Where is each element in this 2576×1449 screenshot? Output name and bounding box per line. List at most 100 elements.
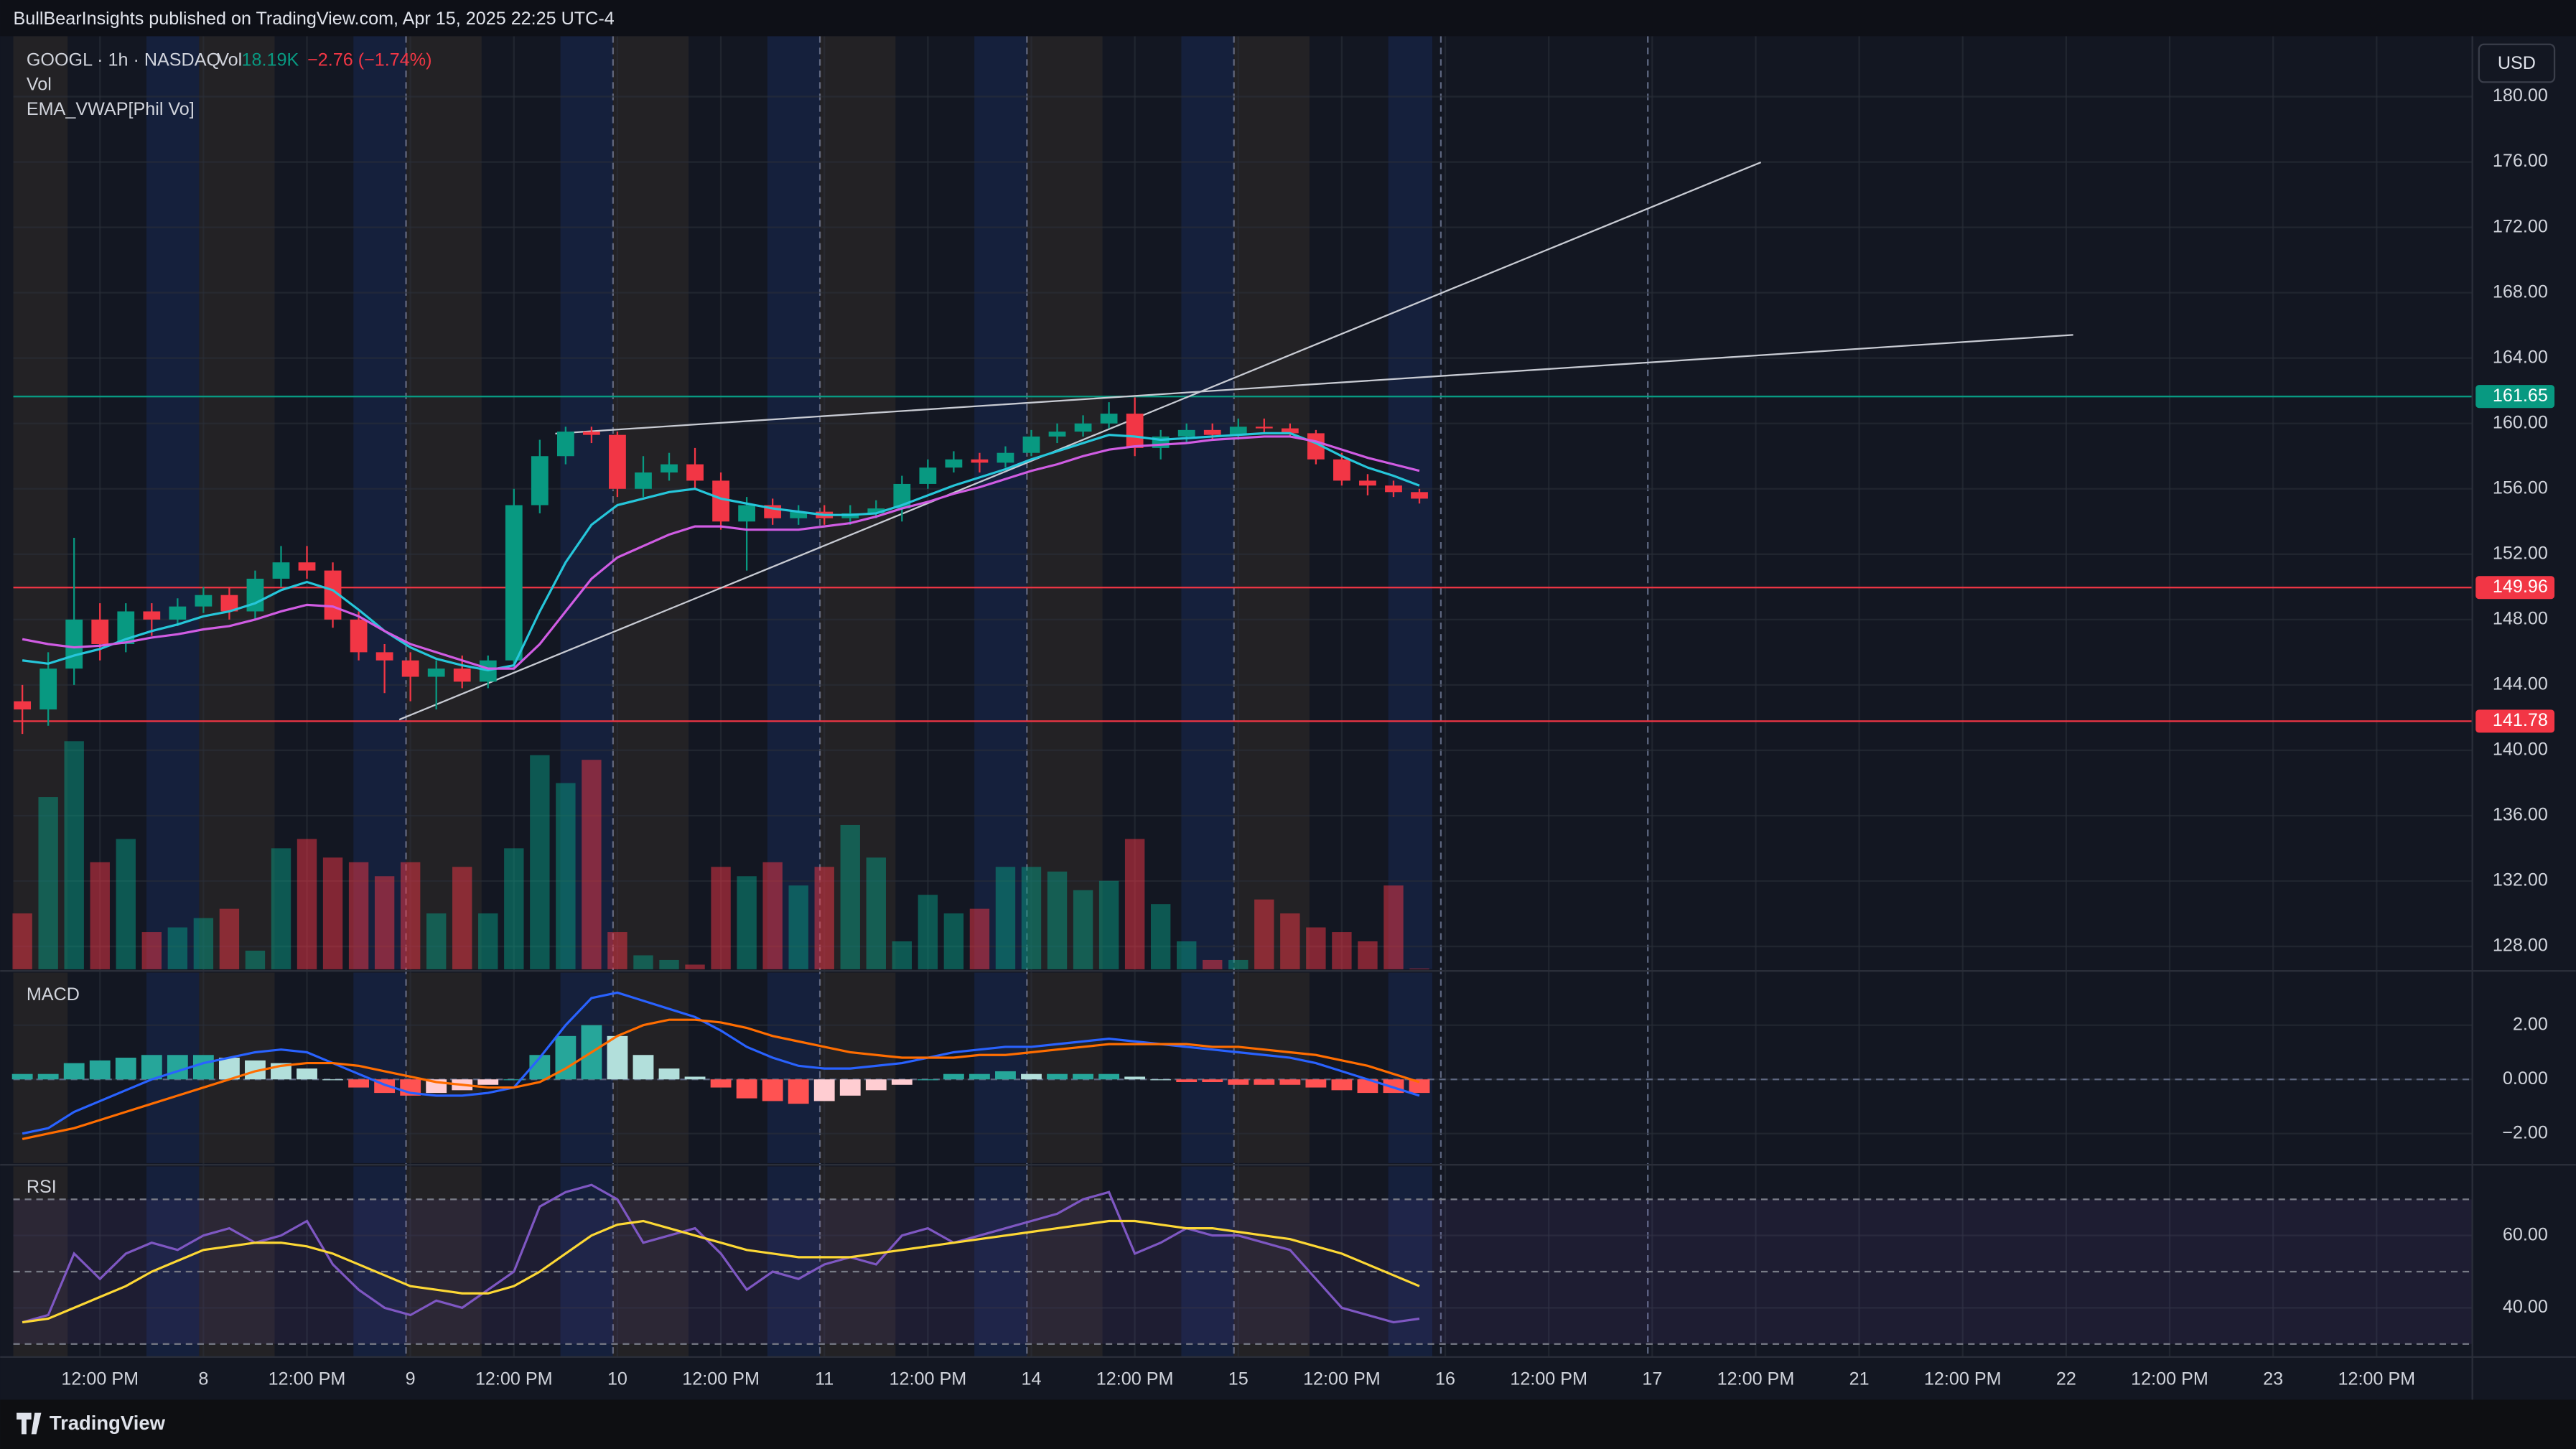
postmarket-shade — [1388, 972, 1433, 1163]
candle-body — [1411, 492, 1428, 499]
x-tick-label: 17 — [1642, 1369, 1662, 1389]
y-tick-label: 168.00 — [2493, 281, 2548, 302]
candle-body — [1385, 485, 1402, 493]
x-tick-label: 12:00 PM — [269, 1369, 346, 1389]
candle-body — [91, 619, 109, 644]
y-tick-label: 156.00 — [2493, 477, 2548, 498]
x-tick-label: 23 — [2263, 1369, 2283, 1389]
volume-bar — [918, 895, 938, 969]
currency-button[interactable] — [2478, 43, 2556, 83]
y-tick-label: 60.00 — [2503, 1224, 2548, 1244]
premarket-shade — [1233, 36, 1310, 969]
postmarket-shade — [767, 1166, 821, 1357]
indicator-line — [22, 1219, 1420, 1324]
candle-body — [1229, 427, 1247, 435]
histogram-bar — [788, 1079, 809, 1104]
histogram-bar — [1331, 1079, 1353, 1091]
footer — [0, 1399, 2576, 1449]
x-tick-label: 12:00 PM — [682, 1369, 760, 1389]
x-tick-label: 12:00 PM — [1717, 1369, 1795, 1389]
volume-bar — [426, 913, 447, 969]
candle-body — [893, 483, 911, 509]
trendline — [398, 161, 1762, 721]
y-tick-label: 144.00 — [2493, 674, 2548, 694]
volume-bar — [12, 913, 32, 969]
volume-bar — [1098, 880, 1119, 969]
histogram-bar — [995, 1071, 1016, 1080]
histogram-bar — [839, 1079, 861, 1096]
candle-body — [246, 578, 264, 612]
candle-body — [1022, 436, 1040, 453]
volume-bar — [995, 867, 1016, 969]
candle-body — [195, 595, 213, 607]
marks — [11, 161, 2473, 1345]
candle-body — [1359, 480, 1376, 486]
volume-bar — [1228, 959, 1249, 969]
x-tick-label: 16 — [1435, 1369, 1455, 1389]
candle-body — [39, 668, 57, 710]
volume-bar — [116, 839, 136, 969]
histogram-bar — [1305, 1079, 1327, 1088]
x-tick-label: 12:00 PM — [61, 1369, 139, 1389]
histogram-bar — [1150, 1079, 1172, 1081]
histogram-bar — [11, 1073, 33, 1080]
postmarket-shade — [353, 36, 406, 969]
level-label: 161.65 — [2493, 386, 2548, 406]
volume-bar — [866, 857, 886, 969]
y-tick-label: 148.00 — [2493, 608, 2548, 628]
y-tick-label: 172.00 — [2493, 216, 2548, 236]
volume-bar — [64, 741, 84, 969]
candle-body — [661, 464, 678, 473]
trendline — [555, 334, 2073, 434]
postmarket-shade — [974, 36, 1027, 969]
x-tick-label: 8 — [198, 1369, 208, 1389]
candle-body — [505, 505, 523, 661]
volume-bar — [322, 857, 343, 969]
candle-body — [1126, 414, 1144, 448]
volume-bar — [90, 862, 110, 969]
histogram-bar — [1124, 1076, 1146, 1080]
postmarket-shade — [1388, 36, 1433, 969]
candle-body — [350, 619, 368, 653]
postmarket-shade — [1181, 36, 1234, 969]
histogram-bar — [1254, 1079, 1275, 1085]
indicator-line — [22, 991, 1420, 1135]
candle-body — [453, 668, 471, 682]
x-tick-label: 12:00 PM — [890, 1369, 967, 1389]
histogram-bar — [1228, 1079, 1249, 1085]
candle-body — [635, 472, 652, 489]
volume-bar — [840, 824, 860, 969]
volume-bar — [348, 862, 369, 969]
histogram-bar — [1021, 1073, 1042, 1080]
histogram-bar — [503, 1079, 525, 1081]
histogram-bar — [1279, 1079, 1301, 1085]
postmarket-shade — [1181, 972, 1234, 1163]
y-tick-label: 176.00 — [2493, 151, 2548, 171]
y-tick-label: 164.00 — [2493, 347, 2548, 367]
postmarket-shade — [353, 1166, 406, 1357]
indicator-line — [22, 432, 1420, 672]
level-label: 141.78 — [2493, 710, 2548, 730]
premarket-shade — [406, 36, 482, 969]
histogram-bar — [917, 1079, 938, 1081]
volume-bar — [504, 848, 524, 969]
histogram-bar — [219, 1058, 240, 1080]
volume-bar — [607, 932, 627, 969]
candle-body — [1048, 432, 1066, 437]
volume-bar — [685, 964, 705, 969]
volume-bar — [814, 867, 834, 969]
volume-bar — [737, 876, 757, 969]
candle-body — [583, 432, 600, 435]
volume-bar — [452, 867, 472, 969]
candle-body — [712, 480, 729, 522]
histogram-bar — [865, 1079, 887, 1091]
candle-body — [1255, 427, 1273, 429]
volume-bar — [1203, 959, 1223, 969]
histogram-bar — [891, 1079, 913, 1085]
indicator-label: EMA_VWAP[Phil Vo] — [27, 99, 195, 119]
indicator-label: Vol — [27, 75, 52, 95]
x-tick-label: 12:00 PM — [1510, 1369, 1587, 1389]
candle-body — [1177, 429, 1195, 437]
candle-body — [143, 611, 161, 620]
axes: 12:00 PM 8 12:00 PM 9 12:00 PM 10 12:00 PM 11 12… — [0, 36, 2576, 1400]
